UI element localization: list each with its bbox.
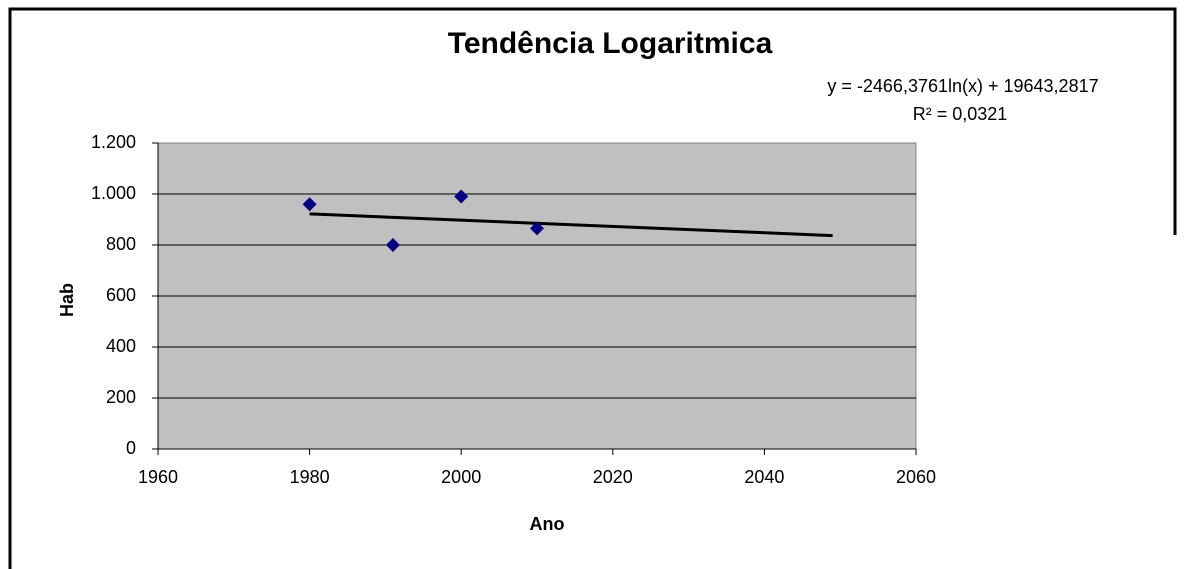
x-tick-label: 2000 <box>441 467 481 487</box>
point <box>530 221 544 236</box>
y-tick-label: 600 <box>106 285 136 305</box>
y-tick-label: 200 <box>106 387 136 407</box>
y-tick-label: 400 <box>106 336 136 356</box>
equation: y = -2466,3761ln(x) + 19643,2817 <box>827 76 1098 96</box>
x-tick-label: 1980 <box>290 467 330 487</box>
y-tick-label: 1.200 <box>91 132 136 152</box>
y-tick-label: 1.000 <box>91 183 136 203</box>
chart-title: Tendência Logaritmica <box>448 27 773 60</box>
y-tick-label: 0 <box>126 438 136 458</box>
x-tick-label: 2020 <box>593 467 633 487</box>
y-tick-label: 800 <box>106 234 136 254</box>
point <box>302 197 317 212</box>
x-tick-label: 2060 <box>896 467 936 487</box>
x-tick-label: 2040 <box>744 467 784 487</box>
trendline <box>309 212 833 238</box>
chart-border <box>8 7 1177 569</box>
r-squared: R² = 0,0321 <box>913 104 1008 124</box>
point <box>385 238 400 252</box>
y-axis-label: Hab <box>57 283 77 317</box>
x-axis-label: Ano <box>530 514 565 534</box>
x-tick-label: 1960 <box>138 467 178 487</box>
point <box>454 189 469 204</box>
